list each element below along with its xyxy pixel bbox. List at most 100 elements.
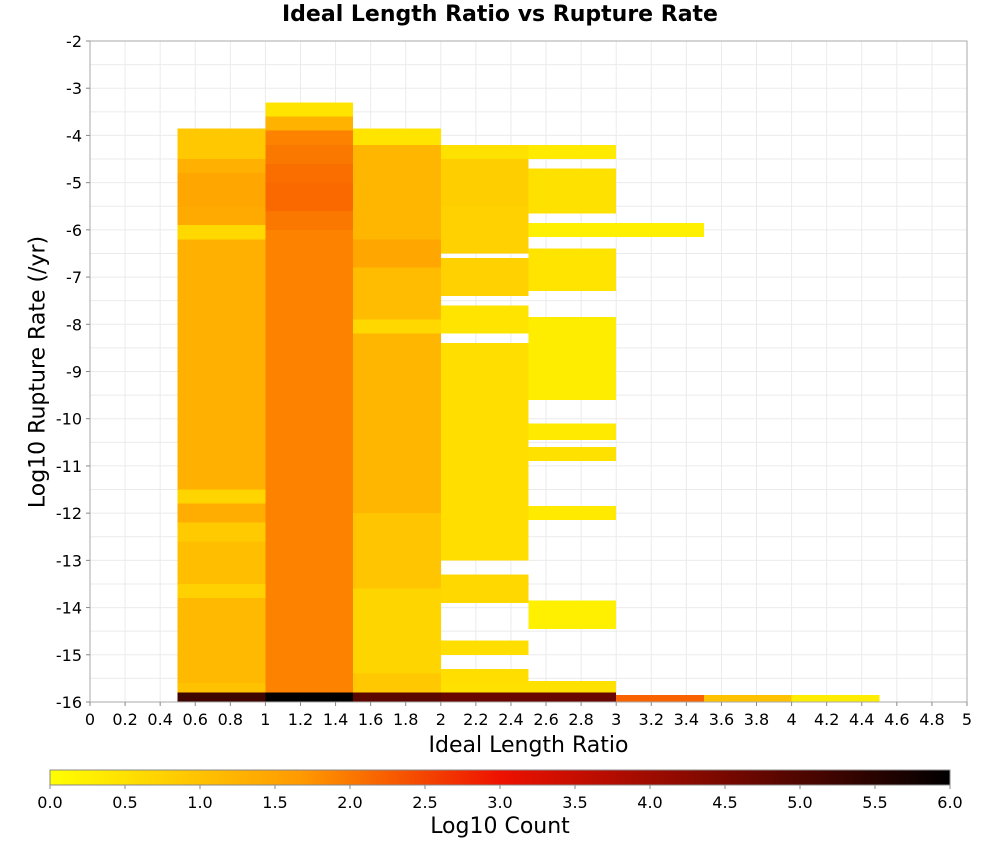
y-tick-label: -14 (56, 599, 82, 618)
x-tick-label: 4.2 (814, 710, 839, 729)
heatmap-cell (440, 692, 529, 702)
colorbar-tick-label: 5.0 (787, 793, 812, 812)
x-tick-label: 3.2 (639, 710, 664, 729)
heatmap-cell (616, 222, 704, 237)
heatmap-cell (440, 206, 529, 254)
heatmap-cell (353, 588, 441, 674)
x-tick-label: 4.8 (919, 710, 944, 729)
x-tick-label: 0.2 (112, 710, 137, 729)
x-tick-label: 4.4 (849, 710, 874, 729)
heatmap-cell (177, 598, 266, 684)
heatmap-cell (528, 317, 617, 400)
x-axis-title: Ideal Length Ratio (428, 733, 629, 758)
x-tick-label: 3 (611, 710, 621, 729)
x-tick-label: 5 (962, 710, 972, 729)
x-tick-label: 3.4 (674, 710, 699, 729)
heatmap-cell (440, 683, 529, 693)
heatmap-cell (616, 694, 704, 702)
heatmap-cell (528, 692, 617, 702)
colorbar-tick-label: 2.5 (412, 793, 437, 812)
x-tick-label: 0.6 (183, 710, 208, 729)
x-tick-label: 2.8 (568, 710, 593, 729)
heatmap-cell (791, 694, 880, 702)
heatmap-cell (265, 692, 354, 702)
heatmap-cell (440, 258, 529, 296)
heatmap-cell (265, 163, 354, 183)
colorbar-ticks: 0.0 0.5 1.0 1.5 2.0 2.5 3.0 3.5 4.0 4.5 5.0 5.5 6.0 (37, 785, 963, 812)
y-tick-label: -10 (56, 410, 82, 429)
y-tick-label: -3 (66, 79, 82, 98)
colorbar-tick-label: 3.0 (487, 793, 512, 812)
heatmap-cell (265, 102, 354, 117)
heatmap-cell (177, 206, 266, 226)
x-tick-label: 1.2 (288, 710, 313, 729)
y-tick-label: -6 (66, 221, 82, 240)
x-tick-label: 4.6 (884, 710, 909, 729)
x-tick-label: 2 (436, 710, 446, 729)
heatmap-cell (528, 600, 617, 629)
y-tick-label: -11 (56, 457, 82, 476)
x-tick-label: 0.8 (218, 710, 243, 729)
colorbar-tick-label: 3.5 (562, 793, 587, 812)
colorbar-title: Log10 Count (430, 814, 570, 839)
x-tick-label: 0 (85, 710, 95, 729)
colorbar-tick-label: 1.0 (187, 793, 212, 812)
heatmap-cell (177, 225, 266, 240)
heatmap-cell (265, 182, 354, 211)
heatmap-cell (177, 159, 266, 174)
x-tick-label: 2.6 (533, 710, 558, 729)
colorbar-tick-label: 0.5 (112, 793, 137, 812)
colorbar-gradient (49, 769, 951, 786)
heatmap-cells (177, 102, 880, 702)
heatmap-cell (528, 168, 617, 214)
y-tick-label: -16 (56, 693, 82, 712)
colorbar-tick-label: 1.5 (262, 793, 287, 812)
heatmap-cell (177, 128, 266, 160)
heatmap-cell (177, 503, 266, 523)
x-tick-label: 3.6 (709, 710, 734, 729)
heatmap-cell (353, 513, 441, 589)
heatmap-cell (177, 173, 266, 207)
heatmap-cell (528, 144, 617, 160)
heatmap-cell (353, 220, 441, 240)
heatmap-cell (177, 541, 266, 584)
heatmap-cell (353, 144, 441, 221)
colorbar-tick-label: 0.0 (37, 793, 62, 812)
heatmap-cell (177, 239, 266, 490)
heatmap-cell (353, 673, 441, 693)
heatmap-cell (265, 116, 354, 131)
x-tick-label: 3.8 (744, 710, 769, 729)
heatmap-cell (265, 144, 354, 164)
heatmap-cell (353, 128, 441, 145)
colorbar-tick-label: 6.0 (937, 793, 962, 812)
heatmap-cell (177, 522, 266, 542)
heatmap-cell (440, 343, 529, 561)
heatmap-cell (177, 683, 266, 693)
heatmap-cell (528, 423, 617, 440)
x-tick-label: 2.2 (463, 710, 488, 729)
heatmap-cell (528, 680, 617, 693)
heatmap-cell (440, 144, 529, 160)
heatmap-cell (440, 640, 529, 655)
x-tick-label: 1.6 (358, 710, 383, 729)
heatmap-cell (353, 239, 441, 268)
y-tick-label: -7 (66, 268, 82, 287)
y-tick-label: -5 (66, 174, 82, 193)
x-tick-label: 4 (787, 710, 797, 729)
x-tick-label: 2.4 (498, 710, 523, 729)
x-axis-ticks: 0 0.2 0.4 0.6 0.8 1 1.2 1.4 1.6 1.8 2 2.2 2.4 2.6 2.8 3… (85, 702, 972, 729)
heatmap-cell (177, 583, 266, 599)
heatmap-cell (265, 229, 354, 693)
heatmap-cell (265, 210, 354, 230)
colorbar-tick-label: 4.0 (637, 793, 662, 812)
heatmap-cell (177, 489, 266, 504)
y-axis-ticks: -2 -3 -4 -5 -6 -7 -8 -9 -10 -11 -12 -13 -14 -15 -16 (56, 32, 90, 712)
heatmap-cell (177, 692, 266, 702)
y-tick-label: -2 (66, 32, 82, 51)
heatmap-cell (353, 333, 441, 514)
heatmap-cell (353, 319, 441, 334)
heatmap-cell (528, 248, 617, 292)
x-tick-label: 1.8 (393, 710, 418, 729)
x-tick-label: 0.4 (147, 710, 172, 729)
